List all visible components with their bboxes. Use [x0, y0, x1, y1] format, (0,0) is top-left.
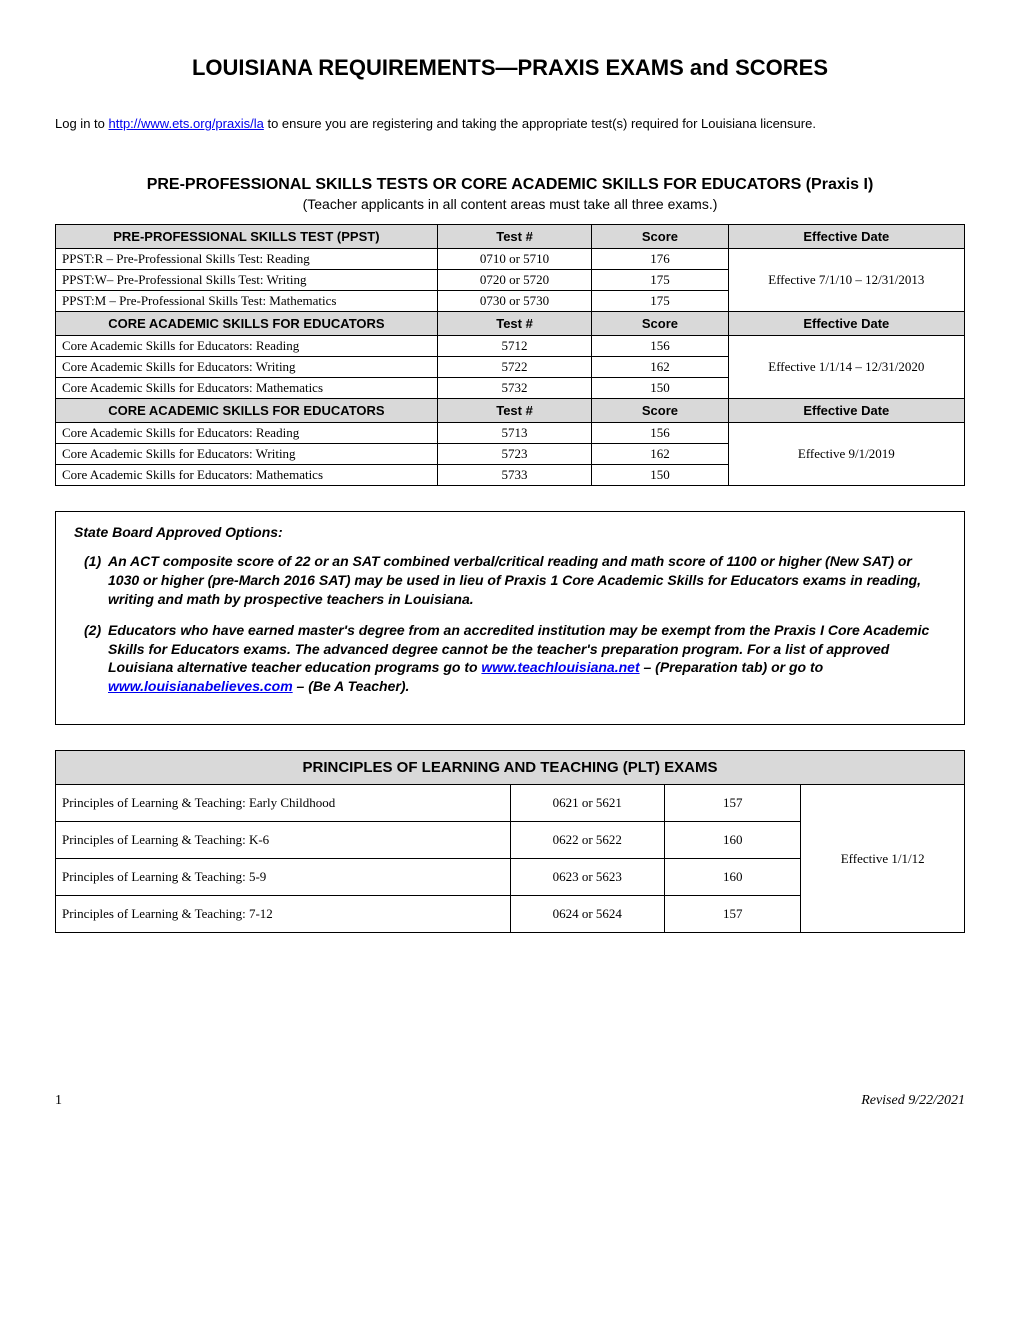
- cell-test: 0622 or 5622: [510, 822, 665, 859]
- cell-date: Effective 9/1/2019: [728, 423, 964, 486]
- approval-num: (1): [74, 552, 108, 609]
- core2-col-name: CORE ACADEMIC SKILLS FOR EDUCATORS: [56, 399, 438, 423]
- col-test: Test #: [437, 399, 592, 423]
- ets-link[interactable]: http://www.ets.org/praxis/la: [109, 116, 264, 131]
- intro-text: Log in to http://www.ets.org/praxis/la t…: [55, 116, 965, 131]
- cell-test: 5723: [437, 444, 592, 465]
- cell-date: Effective 1/1/12: [801, 785, 965, 933]
- cell-name: Core Academic Skills for Educators: Writ…: [56, 444, 438, 465]
- table-row: Core Academic Skills for Educators: Read…: [56, 423, 965, 444]
- approval-item-1: (1) An ACT composite score of 22 or an S…: [74, 552, 946, 609]
- teachlouisiana-link[interactable]: www.teachlouisiana.net: [481, 659, 639, 675]
- cell-score: 150: [592, 378, 728, 399]
- intro-prefix: Log in to: [55, 116, 109, 131]
- section1-title: PRE-PROFESSIONAL SKILLS TESTS OR CORE AC…: [55, 176, 965, 194]
- cell-test: 5722: [437, 357, 592, 378]
- cell-score: 176: [592, 249, 728, 270]
- cell-date: Effective 7/1/10 – 12/31/2013: [728, 249, 964, 312]
- plt-table: PRINCIPLES OF LEARNING AND TEACHING (PLT…: [55, 750, 965, 933]
- cell-test: 5733: [437, 465, 592, 486]
- cell-test: 0624 or 5624: [510, 896, 665, 933]
- intro-suffix: to ensure you are registering and taking…: [264, 116, 816, 131]
- cell-score: 150: [592, 465, 728, 486]
- approval-num: (2): [74, 621, 108, 697]
- louisianabelieves-link[interactable]: www.louisianabelieves.com: [108, 678, 293, 694]
- cell-test: 5712: [437, 336, 592, 357]
- revised-date: Revised 9/22/2021: [861, 1093, 965, 1109]
- cell-name: Principles of Learning & Teaching: 7-12: [56, 896, 511, 933]
- cell-name: Core Academic Skills for Educators: Read…: [56, 423, 438, 444]
- cell-name: PPST:W– Pre-Professional Skills Test: Wr…: [56, 270, 438, 291]
- cell-name: Principles of Learning & Teaching: K-6: [56, 822, 511, 859]
- table-row: PPST:R – Pre-Professional Skills Test: R…: [56, 249, 965, 270]
- cell-date: Effective 1/1/14 – 12/31/2020: [728, 336, 964, 399]
- cell-score: 157: [665, 896, 801, 933]
- col-test: Test #: [437, 225, 592, 249]
- section1-subtitle: (Teacher applicants in all content areas…: [55, 196, 965, 212]
- ppst-table: PRE-PROFESSIONAL SKILLS TEST (PPST) Test…: [55, 224, 965, 486]
- col-date: Effective Date: [728, 225, 964, 249]
- cell-test: 0710 or 5710: [437, 249, 592, 270]
- col-test: Test #: [437, 312, 592, 336]
- core1-col-name: CORE ACADEMIC SKILLS FOR EDUCATORS: [56, 312, 438, 336]
- cell-score: 156: [592, 423, 728, 444]
- col-date: Effective Date: [728, 312, 964, 336]
- page-title: LOUISIANA REQUIREMENTS—PRAXIS EXAMS and …: [55, 55, 965, 81]
- cell-score: 175: [592, 291, 728, 312]
- approval-item-2: (2) Educators who have earned master's d…: [74, 621, 946, 697]
- cell-score: 160: [665, 859, 801, 896]
- approval-text: Educators who have earned master's degre…: [108, 621, 946, 697]
- footer: 1 Revised 9/22/2021: [55, 1093, 965, 1109]
- cell-test: 0720 or 5720: [437, 270, 592, 291]
- cell-name: Core Academic Skills for Educators: Writ…: [56, 357, 438, 378]
- cell-score: 160: [665, 822, 801, 859]
- cell-name: PPST:M – Pre-Professional Skills Test: M…: [56, 291, 438, 312]
- cell-test: 0623 or 5623: [510, 859, 665, 896]
- cell-name: PPST:R – Pre-Professional Skills Test: R…: [56, 249, 438, 270]
- cell-test: 0621 or 5621: [510, 785, 665, 822]
- cell-score: 162: [592, 357, 728, 378]
- page-number: 1: [55, 1093, 62, 1109]
- cell-score: 175: [592, 270, 728, 291]
- approval-text: An ACT composite score of 22 or an SAT c…: [108, 552, 946, 609]
- cell-test: 5732: [437, 378, 592, 399]
- cell-score: 156: [592, 336, 728, 357]
- plt-header: PRINCIPLES OF LEARNING AND TEACHING (PLT…: [56, 751, 965, 785]
- col-date: Effective Date: [728, 399, 964, 423]
- cell-score: 157: [665, 785, 801, 822]
- col-score: Score: [592, 312, 728, 336]
- cell-name: Core Academic Skills for Educators: Math…: [56, 378, 438, 399]
- table-row: Core Academic Skills for Educators: Read…: [56, 336, 965, 357]
- table-row: Principles of Learning & Teaching: Early…: [56, 785, 965, 822]
- cell-name: Core Academic Skills for Educators: Math…: [56, 465, 438, 486]
- approval-box: State Board Approved Options: (1) An ACT…: [55, 511, 965, 725]
- approval-2-mid: – (Preparation tab) or go to: [640, 659, 824, 675]
- col-score: Score: [592, 225, 728, 249]
- cell-test: 5713: [437, 423, 592, 444]
- cell-name: Principles of Learning & Teaching: 5-9: [56, 859, 511, 896]
- approval-2-post: – (Be A Teacher).: [293, 678, 410, 694]
- approval-title: State Board Approved Options:: [74, 524, 946, 540]
- ppst-col-name: PRE-PROFESSIONAL SKILLS TEST (PPST): [56, 225, 438, 249]
- cell-score: 162: [592, 444, 728, 465]
- cell-name: Principles of Learning & Teaching: Early…: [56, 785, 511, 822]
- cell-name: Core Academic Skills for Educators: Read…: [56, 336, 438, 357]
- col-score: Score: [592, 399, 728, 423]
- cell-test: 0730 or 5730: [437, 291, 592, 312]
